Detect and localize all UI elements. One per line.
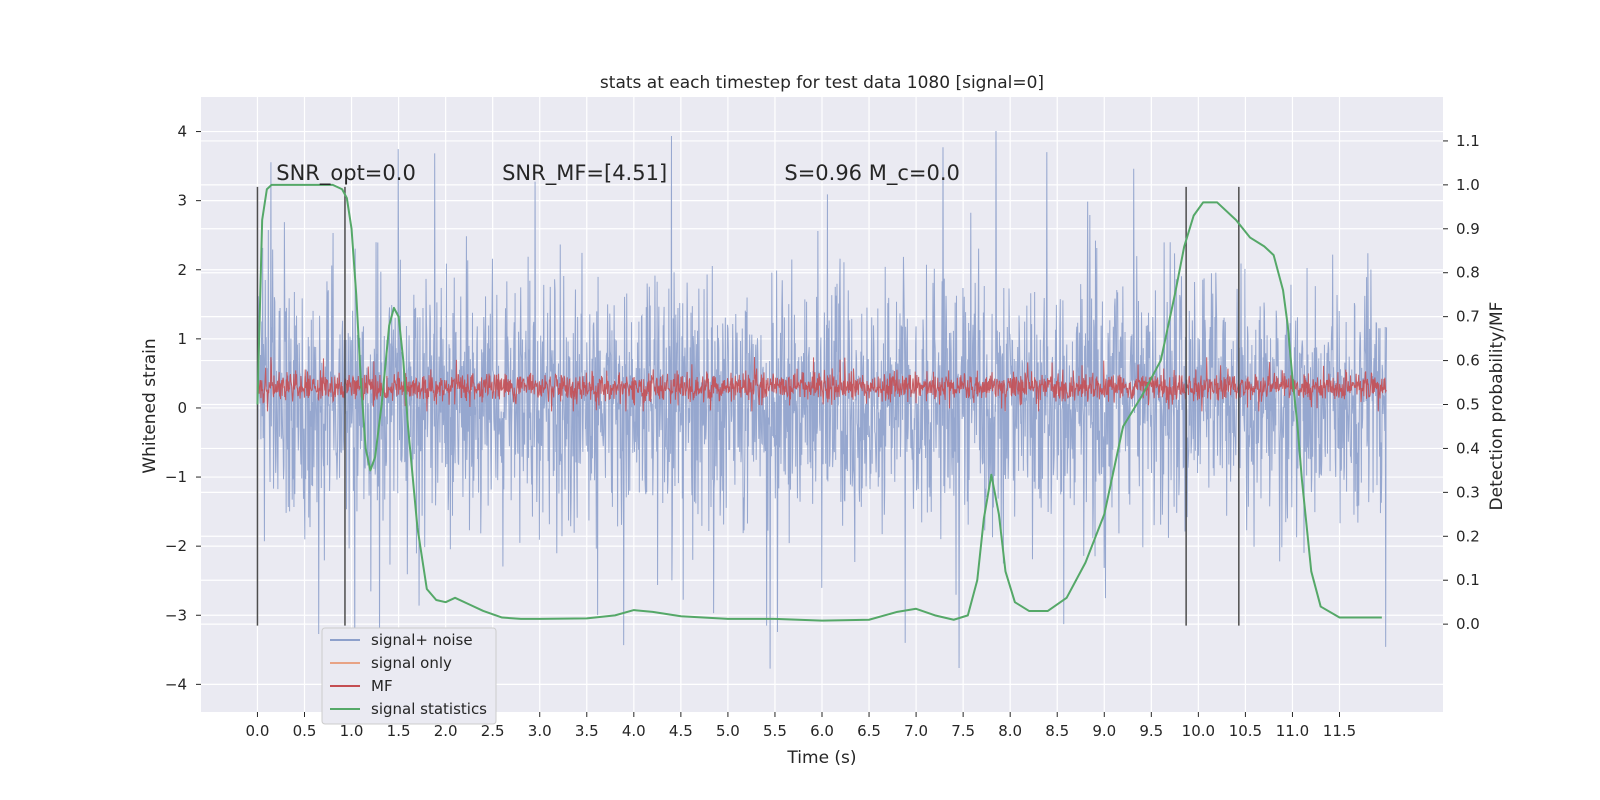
annotation-2: S=0.96 M_c=0.0 [784, 161, 960, 186]
y-right-tick-label: 0.3 [1456, 483, 1480, 501]
x-tick-label: 8.0 [998, 722, 1022, 740]
x-tick-label: 9.5 [1139, 722, 1163, 740]
y-right-axis-ticks: 0.0 0.1 0.2 0.3 0.4 0.5 0.6 0.7 0.8 0.9 1.0 1.1 [1443, 132, 1480, 633]
x-axis-ticks: 0.0 0.5 1.0 1.5 2.0 2.5 3.0 3.5 4.0 4.5 5.0 5.5 6.0 6… [246, 712, 1356, 740]
y-right-tick-label: 0.7 [1456, 308, 1480, 326]
legend-box [321, 627, 497, 725]
annotations: SNR_opt=0.0 SNR_MF=[4.51] S=0.96 M_c=0.0 [276, 161, 960, 186]
x-tick-label: 6.0 [810, 722, 834, 740]
y-left-tick-label: 4 [177, 123, 187, 141]
x-tick-label: 2.0 [434, 722, 458, 740]
y-left-tick-label: 3 [177, 192, 187, 210]
y-right-tick-label: 0.5 [1456, 396, 1480, 414]
y-left-tick-label: −3 [165, 606, 187, 624]
x-tick-label: 4.0 [622, 722, 646, 740]
y-right-tick-label: 0.0 [1456, 615, 1480, 633]
x-tick-label: 8.5 [1045, 722, 1069, 740]
y-left-tick-label: 2 [177, 261, 187, 279]
x-tick-label: 10.0 [1182, 722, 1215, 740]
legend-label-mf: MF [371, 677, 393, 695]
y-right-axis-label: Detection probability/MF [1487, 302, 1507, 511]
y-left-axis-ticks: −4 −3 −2 −1 0 1 2 3 4 [165, 123, 201, 693]
y-left-tick-label: 0 [177, 399, 187, 417]
annotation-1: SNR_MF=[4.51] [502, 161, 667, 186]
y-right-tick-label: 0.8 [1456, 264, 1480, 282]
x-tick-label: 7.5 [951, 722, 975, 740]
x-tick-label: 9.0 [1092, 722, 1116, 740]
x-tick-label: 6.5 [857, 722, 881, 740]
x-tick-label: 7.0 [904, 722, 928, 740]
signal-statistics-series [256, 183, 1382, 622]
y-left-axis-label: Whitened strain [140, 338, 160, 473]
y-right-tick-label: 0.9 [1456, 220, 1480, 238]
signal-statistics-line [256, 183, 1382, 622]
x-tick-label: 3.5 [575, 722, 599, 740]
grid [201, 97, 1443, 712]
y-left-tick-label: 1 [177, 330, 187, 348]
y-right-tick-label: 1.1 [1456, 132, 1480, 150]
x-tick-label: 1.0 [340, 722, 364, 740]
mf-series [256, 357, 1387, 412]
legend-label-signal-statistics: signal statistics [371, 700, 487, 718]
signal-noise-series [256, 131, 1388, 669]
legend-label-signal-only: signal only [371, 654, 452, 672]
annotation-0: SNR_opt=0.0 [276, 161, 416, 186]
x-tick-label: 3.0 [528, 722, 552, 740]
y-right-tick-label: 0.1 [1456, 571, 1480, 589]
x-tick-label: 1.5 [387, 722, 411, 740]
x-tick-label: 5.5 [763, 722, 787, 740]
y-right-tick-label: 1.0 [1456, 176, 1480, 194]
x-tick-label: 2.5 [481, 722, 505, 740]
y-right-tick-label: 0.4 [1456, 439, 1480, 457]
x-tick-label: 4.5 [669, 722, 693, 740]
y-left-tick-label: −4 [165, 675, 187, 693]
legend-label-signal-noise: signal+ noise [371, 631, 473, 649]
y-left-tick-label: −1 [165, 468, 187, 486]
legend: signal+ noise signal only MF signal stat… [321, 627, 497, 725]
x-tick-label: 11.0 [1276, 722, 1309, 740]
x-tick-label: 11.5 [1323, 722, 1356, 740]
signal-noise-line [256, 131, 1388, 669]
y-right-tick-label: 0.6 [1456, 352, 1480, 370]
x-axis-label: Time (s) [786, 748, 856, 768]
x-tick-label: 10.5 [1229, 722, 1262, 740]
x-tick-label: 5.0 [716, 722, 740, 740]
chart-title: stats at each timestep for test data 108… [600, 73, 1044, 93]
vertical-markers [256, 186, 1240, 626]
y-right-tick-label: 0.2 [1456, 527, 1480, 545]
x-tick-label: 0.0 [246, 722, 270, 740]
x-tick-label: 0.5 [293, 722, 317, 740]
y-left-tick-label: −2 [165, 537, 187, 555]
mf-line [256, 357, 1387, 412]
